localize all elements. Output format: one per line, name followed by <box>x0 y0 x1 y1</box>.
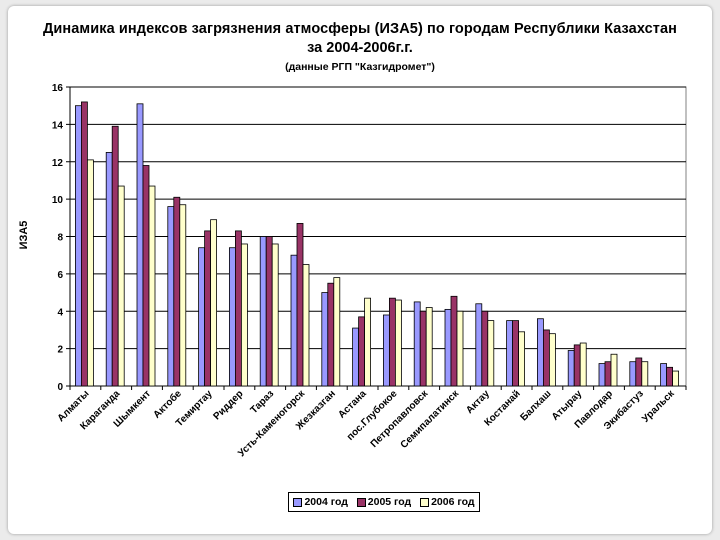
legend-item: 2006 год <box>420 496 475 508</box>
bar <box>444 308 452 387</box>
bar <box>456 310 464 387</box>
bar <box>142 165 150 387</box>
y-tick-label: 8 <box>57 233 63 244</box>
bar <box>413 301 421 387</box>
bar <box>173 196 181 387</box>
bar <box>660 363 667 387</box>
bar <box>481 310 489 387</box>
y-tick-label: 16 <box>52 83 64 94</box>
chart-legend: 2004 год 2005 год 2006 год <box>288 492 480 512</box>
bar <box>641 361 649 387</box>
bar <box>382 314 390 387</box>
bar <box>240 243 248 387</box>
chart-title-line2: за 2004-2006г.г. <box>307 40 413 56</box>
bar <box>333 277 341 387</box>
bar <box>629 361 637 387</box>
bar <box>610 353 618 387</box>
bar <box>537 318 544 387</box>
bar <box>265 236 273 387</box>
bar <box>635 357 643 387</box>
bar <box>388 297 396 387</box>
bar <box>290 254 298 387</box>
legend-item: 2004 год <box>293 496 348 508</box>
x-tick-label: Уральск <box>640 388 677 425</box>
legend-swatch <box>420 497 430 507</box>
bar <box>450 295 458 387</box>
bar <box>506 320 514 387</box>
bar <box>210 219 218 387</box>
x-tick-label: Балхаш <box>518 388 553 423</box>
legend-swatch <box>356 497 366 507</box>
bar <box>394 299 402 387</box>
bar <box>598 363 606 387</box>
bar <box>87 159 94 387</box>
bar <box>518 331 525 387</box>
bar <box>475 303 483 387</box>
bar <box>573 344 581 387</box>
legend-label: 2005 год <box>367 496 412 508</box>
y-tick-label: 2 <box>57 345 63 356</box>
bar <box>672 370 679 387</box>
bar <box>358 316 366 387</box>
bar <box>148 185 156 387</box>
y-tick-label: 6 <box>57 270 63 281</box>
y-tick-label: 12 <box>52 158 64 169</box>
bar <box>259 236 267 387</box>
bar <box>136 103 144 387</box>
bar <box>364 297 372 387</box>
bar <box>105 152 113 387</box>
bar <box>75 105 82 387</box>
bar <box>111 125 119 387</box>
bar <box>543 329 550 387</box>
x-tick-label: Риддер <box>211 388 245 422</box>
y-tick-label: 4 <box>57 307 63 318</box>
bar <box>352 327 360 387</box>
chart-subtitle: (данные РГП "Казгидромет") <box>285 61 435 73</box>
y-tick-label: 0 <box>57 382 63 393</box>
bar <box>228 247 236 387</box>
y-tick-label: 10 <box>52 195 64 206</box>
bar <box>167 206 175 387</box>
bar <box>567 350 575 387</box>
bar <box>302 264 310 387</box>
x-tick-label: Актау <box>464 388 492 416</box>
bar <box>198 247 206 387</box>
x-tick-label: Семипалатинск <box>399 388 462 451</box>
legend-item: 2005 год <box>356 496 412 508</box>
bar <box>81 101 88 387</box>
legend-swatch <box>293 497 303 507</box>
bar <box>549 333 556 387</box>
bar <box>425 307 433 387</box>
x-tick-label: Тараз <box>249 388 277 416</box>
bar <box>321 292 329 387</box>
bar <box>271 243 279 387</box>
y-tick-label: 14 <box>52 120 64 131</box>
bar <box>204 230 212 387</box>
bar <box>327 282 335 387</box>
bar <box>179 204 187 387</box>
bar <box>117 185 125 387</box>
bar <box>296 223 304 387</box>
bar <box>579 342 587 387</box>
bar <box>604 361 612 387</box>
legend-label: 2004 год <box>304 496 348 508</box>
bar <box>419 310 427 387</box>
legend-label: 2006 год <box>431 496 475 508</box>
bar <box>234 230 242 387</box>
bar <box>666 366 673 387</box>
bar <box>512 320 519 387</box>
bar <box>487 320 495 387</box>
chart-title: Динамика индексов загрязнения атмосферы … <box>42 21 678 37</box>
